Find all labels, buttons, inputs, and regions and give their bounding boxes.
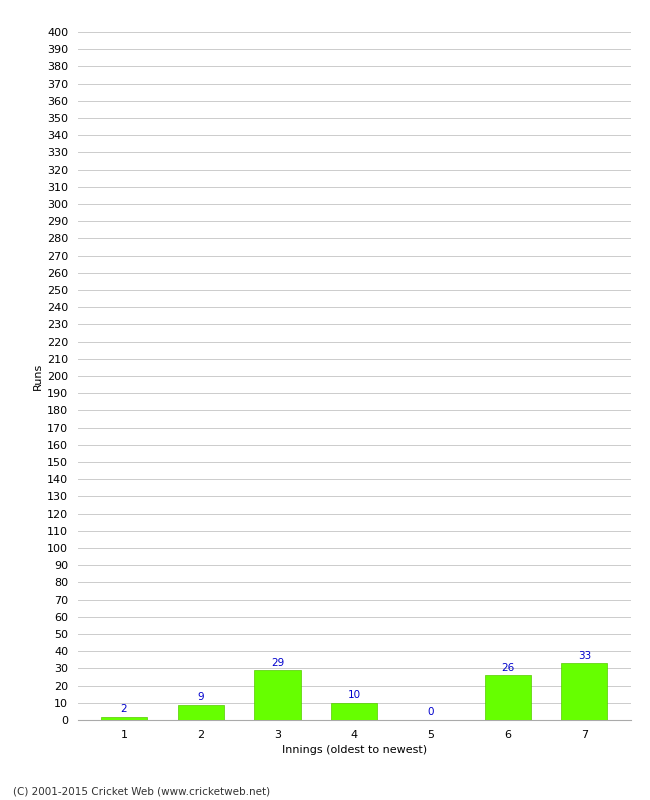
- Bar: [255, 670, 300, 720]
- Text: 2: 2: [121, 704, 127, 714]
- Text: (C) 2001-2015 Cricket Web (www.cricketweb.net): (C) 2001-2015 Cricket Web (www.cricketwe…: [13, 786, 270, 796]
- Text: 33: 33: [578, 650, 591, 661]
- Text: 0: 0: [428, 707, 434, 718]
- Bar: [177, 705, 224, 720]
- Text: 9: 9: [198, 692, 204, 702]
- Bar: [332, 702, 377, 720]
- Y-axis label: Runs: Runs: [33, 362, 43, 390]
- Text: 29: 29: [271, 658, 284, 667]
- X-axis label: Innings (oldest to newest): Innings (oldest to newest): [281, 746, 427, 755]
- Bar: [485, 675, 531, 720]
- Text: 26: 26: [501, 662, 514, 673]
- Bar: [562, 663, 608, 720]
- Text: 10: 10: [348, 690, 361, 700]
- Bar: [101, 717, 147, 720]
